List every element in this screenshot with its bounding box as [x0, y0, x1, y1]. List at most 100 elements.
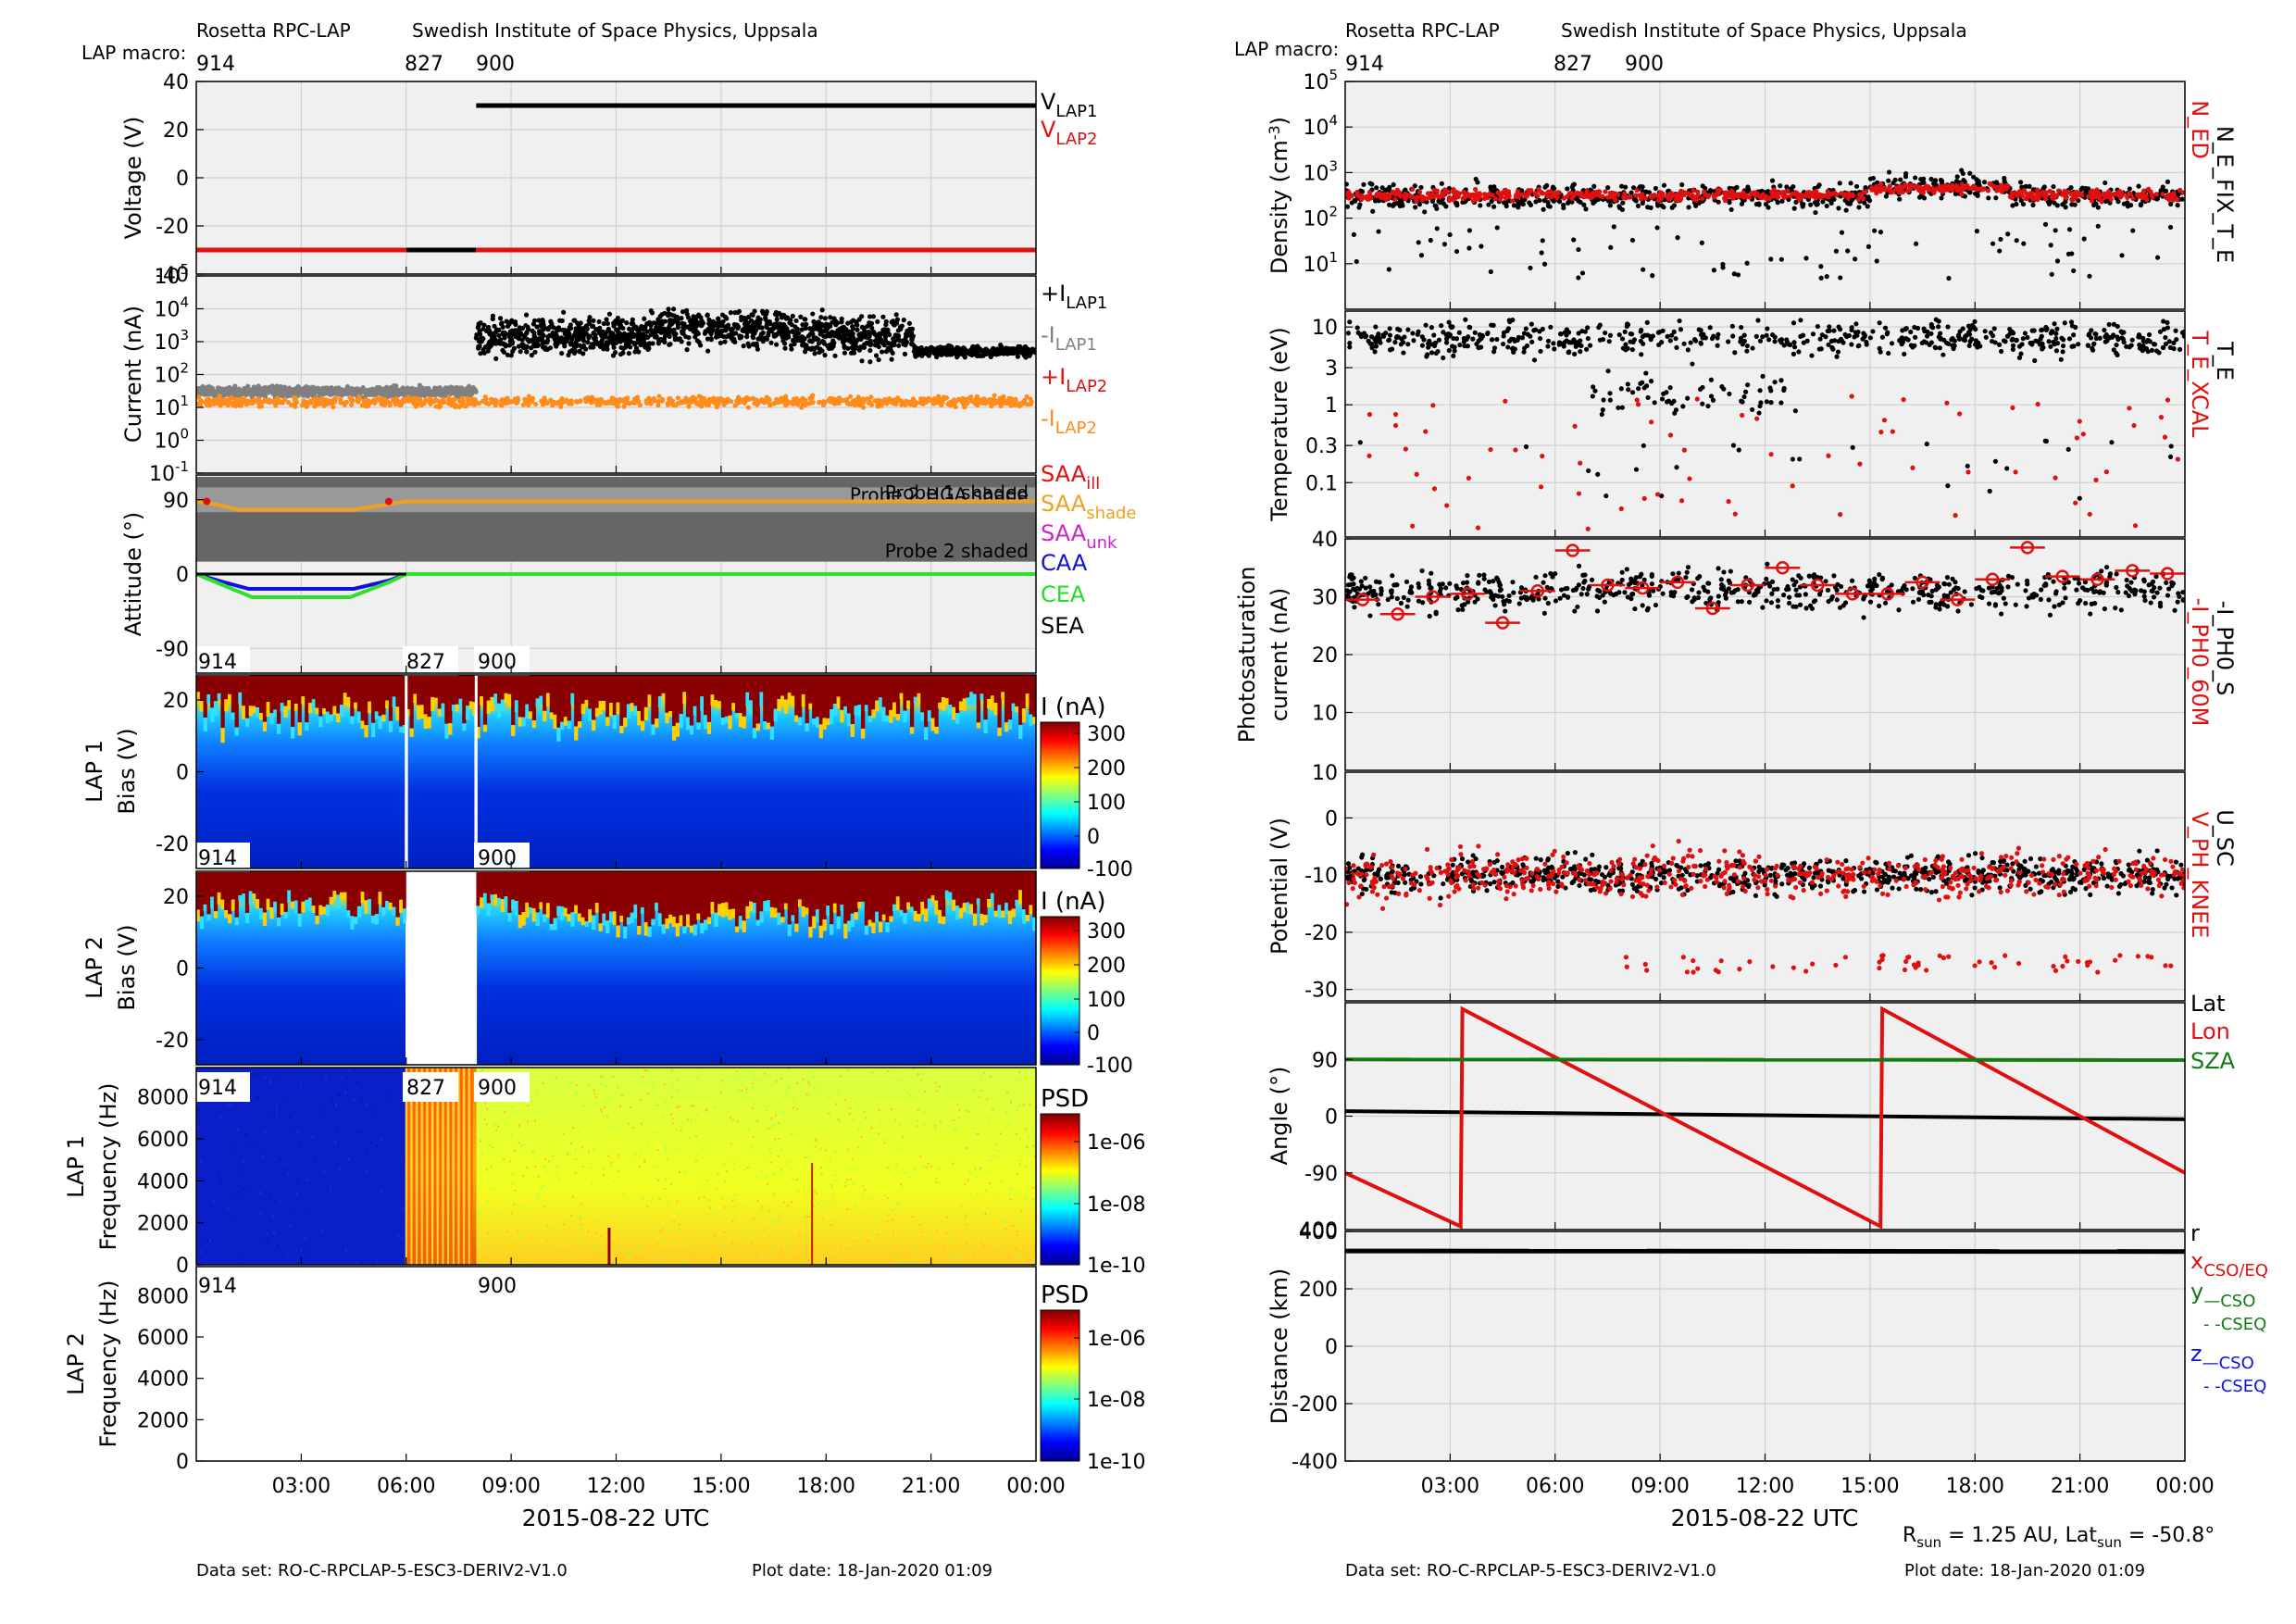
- psd-noise: [389, 1071, 392, 1075]
- bias-saturation: [626, 675, 631, 705]
- current-point: [673, 331, 679, 337]
- psd-noise: [303, 1250, 306, 1254]
- bias-edge: [360, 892, 365, 903]
- bias-edge: [840, 709, 844, 723]
- current-point: [690, 395, 696, 401]
- current-point: [405, 385, 410, 391]
- current-point: [807, 395, 813, 401]
- current-point: [710, 327, 716, 332]
- current-point: [1004, 351, 1010, 356]
- current-point: [636, 349, 642, 355]
- psd-noise: [271, 1214, 274, 1218]
- current-point: [331, 405, 336, 410]
- bias-edge: [423, 714, 428, 730]
- bias-edge: [665, 712, 669, 724]
- current-point: [211, 390, 217, 395]
- bias-saturation: [417, 675, 421, 706]
- bias-saturation: [780, 871, 785, 918]
- current-point: [203, 387, 208, 393]
- psd-noise: [251, 1072, 254, 1076]
- bias-saturation: [577, 871, 582, 914]
- current-point: [578, 398, 583, 405]
- bias-saturation: [700, 871, 705, 924]
- bias-saturation: [836, 675, 841, 697]
- bias-saturation: [1018, 675, 1023, 725]
- bias-saturation: [801, 675, 806, 694]
- bias-saturation: [262, 675, 268, 722]
- bias-edge: [210, 896, 215, 909]
- current-point: [637, 402, 643, 408]
- bias-saturation: [266, 871, 270, 899]
- psd-noise: [219, 1178, 222, 1181]
- current-point: [910, 402, 916, 407]
- current-point: [256, 404, 262, 409]
- psd-noise: [263, 1148, 266, 1152]
- current-point: [839, 319, 844, 325]
- current-point: [972, 351, 978, 356]
- bias-saturation: [242, 871, 246, 894]
- bias-saturation: [545, 675, 551, 693]
- current-point: [717, 323, 722, 329]
- current-point: [706, 317, 712, 322]
- current-point: [508, 332, 515, 338]
- bias-edge: [392, 906, 396, 916]
- bias-edge: [679, 714, 683, 729]
- psd-noise: [268, 1080, 271, 1083]
- bias-edge: [941, 697, 946, 711]
- bias-edge: [861, 728, 866, 739]
- bias-edge: [731, 908, 736, 918]
- current-point: [250, 392, 256, 397]
- current-point: [288, 389, 293, 394]
- current-point: [818, 315, 824, 320]
- psd-noise: [338, 1167, 341, 1170]
- bias-saturation: [665, 871, 669, 919]
- bias-edge: [720, 903, 726, 918]
- bias-saturation: [969, 871, 974, 905]
- psd-noise: [396, 1234, 399, 1238]
- bias-edge: [504, 693, 508, 703]
- bias-saturation: [861, 675, 866, 729]
- bias-saturation: [602, 675, 606, 702]
- current-point: [510, 348, 516, 355]
- bias-edge: [293, 704, 299, 711]
- bias-edge: [570, 693, 575, 705]
- current-point: [585, 340, 591, 345]
- current-point: [830, 341, 835, 346]
- current-point: [902, 351, 908, 356]
- bias-saturation: [892, 871, 897, 905]
- psd-noise: [208, 1239, 211, 1243]
- current-point: [883, 319, 889, 324]
- bias-edge: [343, 892, 348, 898]
- current-point: [845, 337, 851, 343]
- bias-saturation: [280, 675, 284, 704]
- bias-edge: [592, 719, 596, 731]
- bias-edge: [854, 912, 858, 920]
- current-point: [700, 320, 706, 326]
- bias-edge: [637, 711, 642, 726]
- current-point: [880, 314, 886, 319]
- bias-saturation: [993, 871, 998, 911]
- bias-edge: [1015, 706, 1019, 713]
- current-point: [293, 397, 298, 404]
- current-point: [515, 334, 520, 341]
- bias-edge: [378, 892, 382, 905]
- current-point: [934, 354, 940, 360]
- bias-edge: [920, 901, 925, 915]
- bias-saturation: [805, 675, 809, 724]
- current-point: [545, 327, 551, 332]
- current-point: [268, 398, 273, 404]
- bias-edge: [651, 918, 655, 926]
- bias-saturation: [718, 675, 722, 702]
- current-point: [266, 390, 271, 395]
- current-point: [410, 398, 417, 405]
- bias-edge: [767, 900, 771, 911]
- current-point: [961, 352, 967, 357]
- current-point: [804, 321, 809, 327]
- bias-saturation: [480, 871, 484, 898]
- current-point: [725, 399, 730, 405]
- psd-noise: [386, 1095, 389, 1099]
- current-point: [567, 335, 573, 341]
- bias-edge: [895, 896, 901, 911]
- bias-saturation: [742, 675, 746, 717]
- current-point: [549, 321, 555, 327]
